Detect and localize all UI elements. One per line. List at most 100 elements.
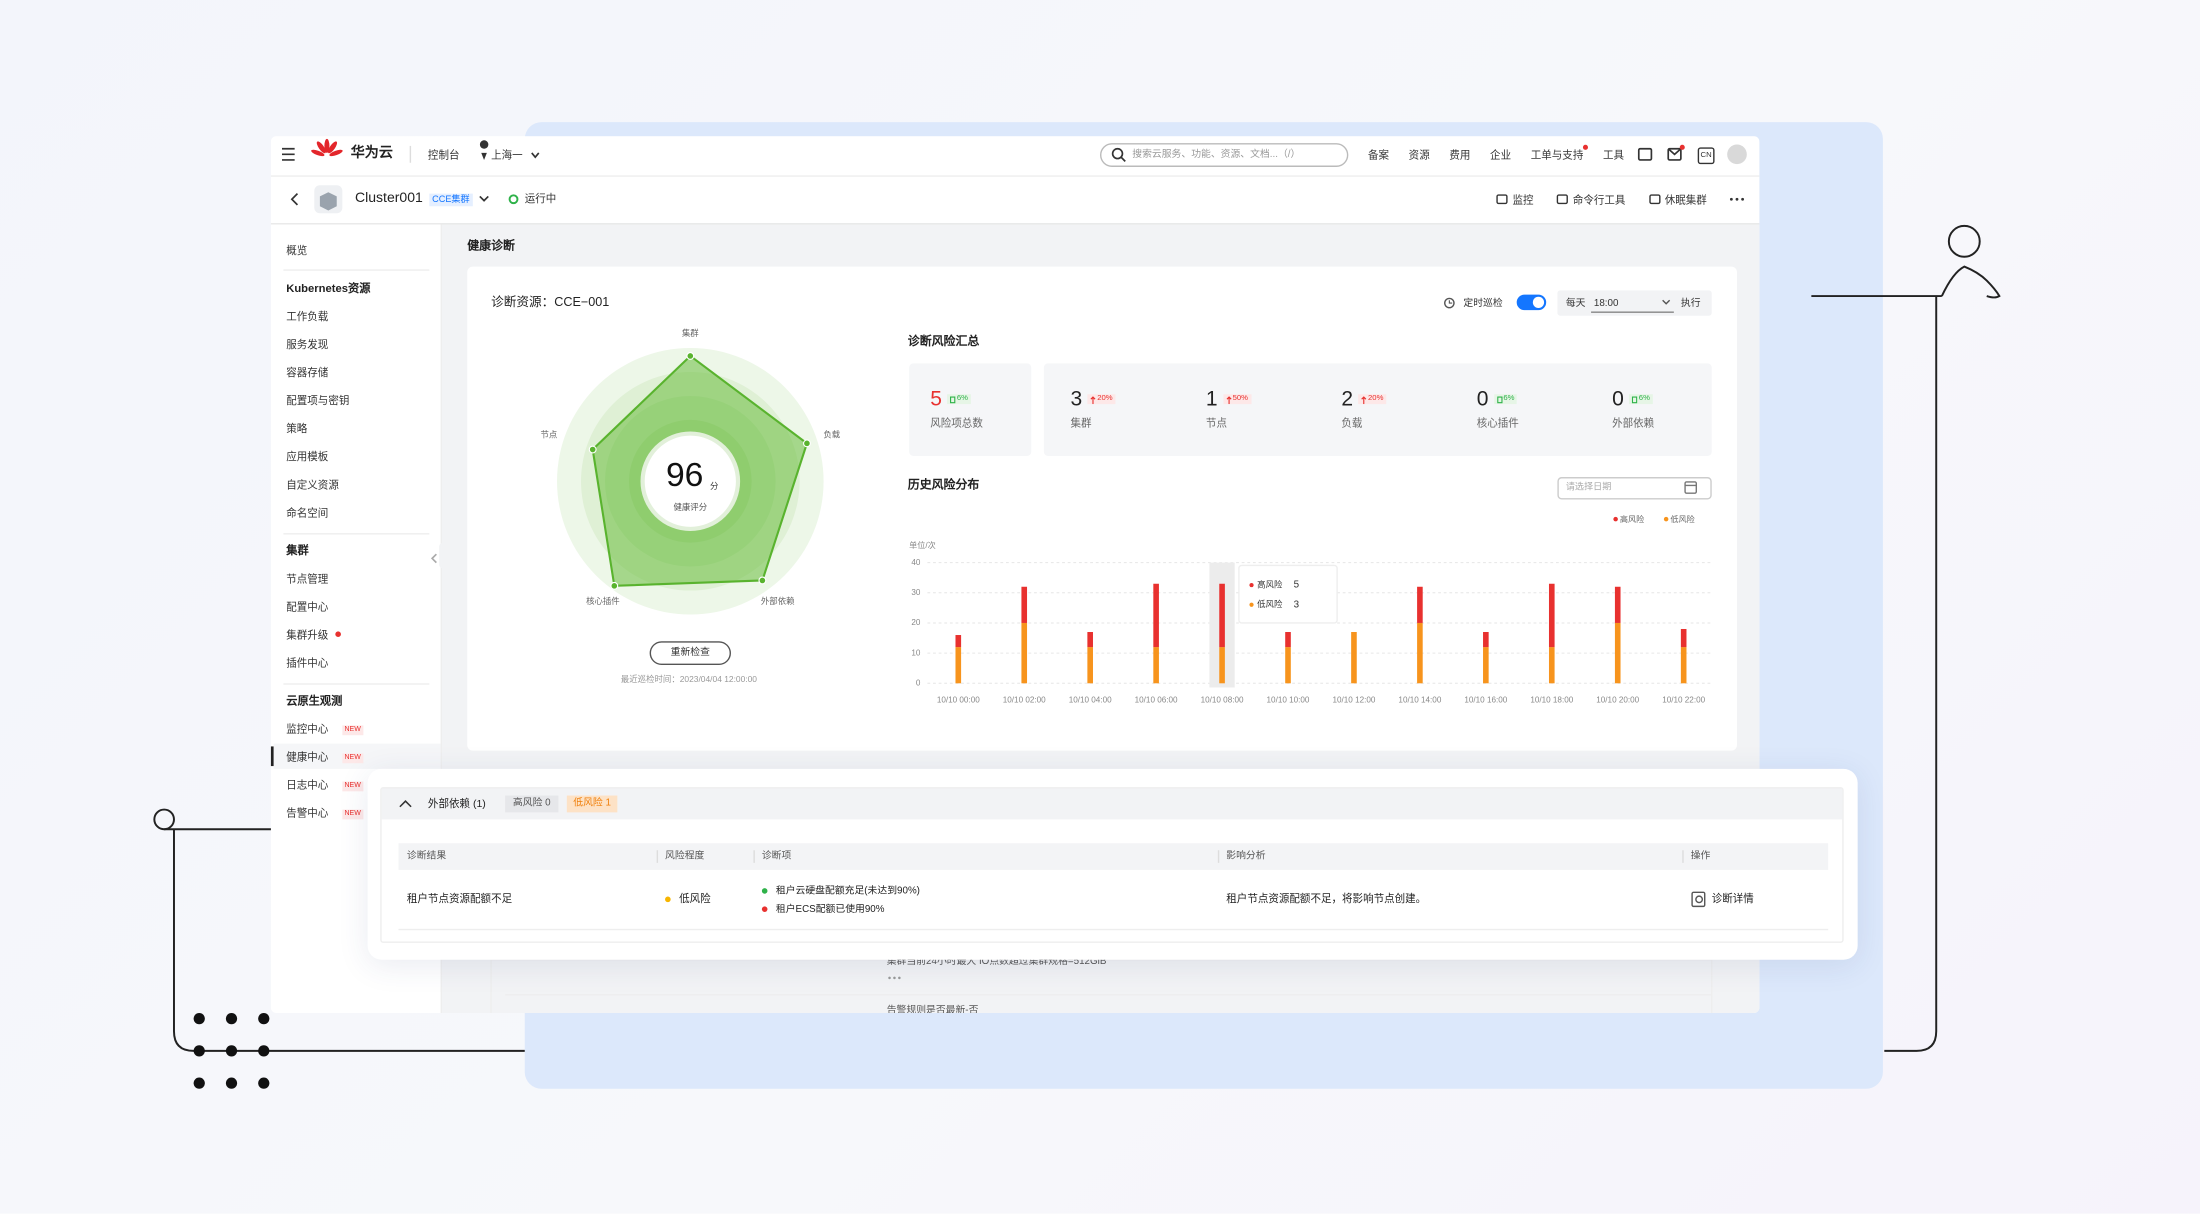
dot — [225, 1077, 238, 1089]
arrow — [1090, 395, 1096, 404]
nav-link[interactable]: 资源 — [1408, 148, 1430, 162]
cluster-actions: 监控 命令行工具 休眠集群 — [1496, 194, 1707, 207]
new-badge: NEW — [342, 724, 363, 735]
region-select[interactable]: 上海一 — [491, 149, 523, 162]
action-button[interactable]: 休眠集群 — [1648, 194, 1707, 207]
sidebar-item[interactable]: 插件中心 — [286, 656, 329, 670]
nav-link[interactable]: 工具 — [1602, 148, 1625, 162]
sidebar-divider — [283, 269, 430, 271]
sidebar-item[interactable]: 容器存储 — [286, 366, 329, 380]
row-divider — [398, 928, 1829, 931]
clock-icon — [1444, 297, 1455, 309]
terminal-icon[interactable] — [1637, 147, 1653, 161]
time-underline — [1591, 311, 1674, 313]
nav-link[interactable]: 费用 — [1449, 148, 1471, 162]
summary-value: 5 — [930, 386, 942, 411]
detail-link[interactable]: 诊断详情 — [1711, 892, 1754, 906]
action-label: 休眠集群 — [1664, 193, 1707, 206]
sidebar-item[interactable]: 配置中心 — [286, 600, 329, 614]
chevron[interactable] — [1662, 299, 1671, 305]
collapse-icon[interactable] — [430, 553, 437, 564]
new-badge: NEW — [342, 752, 363, 763]
item-dot — [761, 906, 768, 912]
frequency-select[interactable]: 每天 — [1565, 298, 1586, 308]
time-input[interactable]: 18:00 — [1593, 298, 1619, 308]
change-value: 6% — [1503, 393, 1515, 403]
change-value: 20% — [1367, 393, 1384, 403]
detail-icon[interactable] — [1691, 891, 1706, 908]
collapse-handle[interactable] — [439, 542, 447, 569]
sidebar-item[interactable]: 告警中心 — [286, 807, 329, 820]
risk-tag: 低风险 1 — [566, 794, 618, 812]
trend-icon — [1361, 395, 1367, 404]
dot — [893, 976, 896, 980]
sidebar-item[interactable]: 服务发现 — [286, 338, 329, 352]
recheck-button[interactable]: 重新检查 — [649, 641, 731, 666]
search-placeholder: 搜索云服务、功能、资源、文档...（/） — [1132, 150, 1301, 160]
dot — [193, 1045, 205, 1057]
date-picker[interactable] — [1557, 477, 1712, 500]
schedule-box — [1557, 290, 1712, 316]
sidebar-item[interactable]: 策略 — [286, 422, 308, 436]
console-link[interactable]: 控制台 — [427, 149, 460, 162]
dot — [225, 1013, 238, 1025]
nav-link[interactable]: 工单与支持 — [1530, 148, 1584, 162]
change-value: 20% — [1097, 393, 1113, 403]
notice-dot — [335, 631, 341, 637]
summary-label: 风险项总数 — [930, 417, 983, 430]
element — [282, 147, 1682, 564]
summary-total-box — [909, 363, 1032, 456]
column-header: 影响分析 — [1226, 851, 1266, 862]
trend-icon — [1225, 395, 1231, 404]
nav-link[interactable]: 备案 — [1367, 148, 1390, 162]
calendar-icon[interactable] — [1684, 481, 1698, 494]
sidebar-item[interactable]: 配置项与密钥 — [286, 394, 350, 408]
sidebar-item[interactable]: 监控中心 — [286, 722, 329, 736]
column-header: 诊断结果 — [406, 851, 447, 862]
sidebar-group-title: Kubernetes资源 — [286, 282, 371, 295]
action-button[interactable]: 命令行工具 — [1556, 194, 1625, 207]
menu-icon[interactable] — [282, 147, 295, 161]
nav-link[interactable]: 企业 — [1490, 148, 1512, 162]
detail-group-header[interactable] — [381, 788, 1843, 820]
search-box[interactable] — [1099, 143, 1349, 167]
risk-tag: 高风险 0 — [505, 794, 559, 812]
collapse-icon[interactable] — [399, 800, 412, 808]
new-badge: NEW — [342, 780, 363, 791]
dot — [888, 976, 891, 980]
brand: 华为云 — [350, 145, 393, 162]
trend-icon — [1496, 395, 1502, 403]
sidebar-item[interactable]: 自定义资源 — [286, 478, 339, 492]
execute-button[interactable]: 执行 — [1680, 298, 1701, 308]
column-header: 操作 — [1690, 851, 1711, 862]
sidebar-item[interactable]: 日志中心 — [286, 779, 329, 792]
more-icon[interactable] — [1729, 197, 1745, 201]
brand-logo — [311, 138, 343, 157]
summary-label: 核心插件 — [1476, 417, 1519, 430]
action-button[interactable]: 监控 — [1496, 194, 1534, 207]
change-badge: 6% — [947, 394, 971, 405]
language-switch[interactable]: CN — [1697, 147, 1715, 165]
summary-label: 节点 — [1205, 417, 1227, 430]
icon-shape — [1496, 395, 1502, 403]
chevron[interactable] — [531, 152, 540, 159]
sidebar-item[interactable]: 工作负载 — [286, 310, 329, 324]
sidebar-item[interactable]: 应用模板 — [286, 450, 329, 464]
mail-icon[interactable] — [1667, 147, 1682, 161]
last-check: 最近巡检时间：2023/04/04 12:00:00 — [620, 676, 757, 685]
back-icon[interactable] — [290, 193, 299, 206]
sidebar-item[interactable]: 概览 — [286, 244, 308, 258]
summary-label: 外部依赖 — [1612, 417, 1655, 430]
sidebar-item[interactable]: 节点管理 — [286, 572, 329, 586]
cluster-name: Cluster001 — [354, 190, 423, 207]
sidebar-item[interactable]: 集群升级 — [286, 628, 329, 642]
table-header — [398, 843, 1829, 870]
notice-dot — [1582, 144, 1588, 150]
sidebar-item[interactable]: 命名空间 — [286, 506, 329, 520]
chevron[interactable] — [479, 195, 489, 202]
sidebar-item[interactable]: 健康中心 — [286, 750, 329, 764]
trend-icon — [1090, 395, 1096, 404]
avatar[interactable] — [1727, 144, 1747, 165]
